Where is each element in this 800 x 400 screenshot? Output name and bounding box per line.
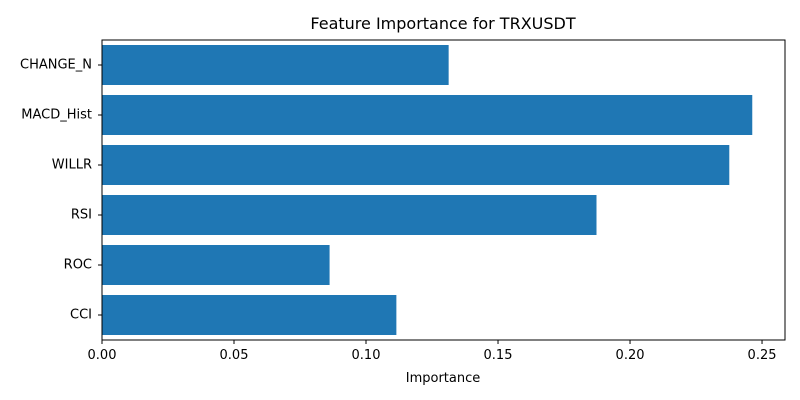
- y-tick-label-willr: WILLR: [52, 158, 92, 173]
- y-axis: CHANGE_N MACD_Hist WILLR RSI ROC CCI: [20, 58, 102, 323]
- bar-macd-hist: [102, 95, 753, 135]
- y-tick-label-change-n: CHANGE_N: [20, 58, 92, 73]
- x-tick-label-5: 0.25: [748, 348, 777, 363]
- chart-title: Feature Importance for TRXUSDT: [310, 14, 575, 33]
- x-tick-label-3: 0.15: [484, 348, 513, 363]
- bar-cci: [102, 295, 397, 335]
- x-axis-label: Importance: [406, 371, 481, 386]
- bar-rsi: [102, 195, 597, 235]
- bar-willr: [102, 145, 730, 185]
- y-tick-label-rsi: RSI: [71, 208, 92, 223]
- x-tick-label-1: 0.05: [220, 348, 249, 363]
- x-axis: 0.00 0.05 0.10 0.15 0.20 0.25: [88, 340, 777, 363]
- y-tick-label-macd-hist: MACD_Hist: [21, 108, 92, 123]
- x-tick-label-0: 0.00: [88, 348, 117, 363]
- x-tick-label-4: 0.20: [616, 348, 645, 363]
- y-tick-label-roc: ROC: [64, 258, 92, 273]
- bar-roc: [102, 245, 330, 285]
- x-tick-label-2: 0.10: [352, 348, 381, 363]
- plot-frame: [101, 39, 786, 341]
- y-tick-label-cci: CCI: [70, 308, 92, 323]
- bars-layer: [102, 45, 753, 335]
- bar-change-n: [102, 45, 449, 85]
